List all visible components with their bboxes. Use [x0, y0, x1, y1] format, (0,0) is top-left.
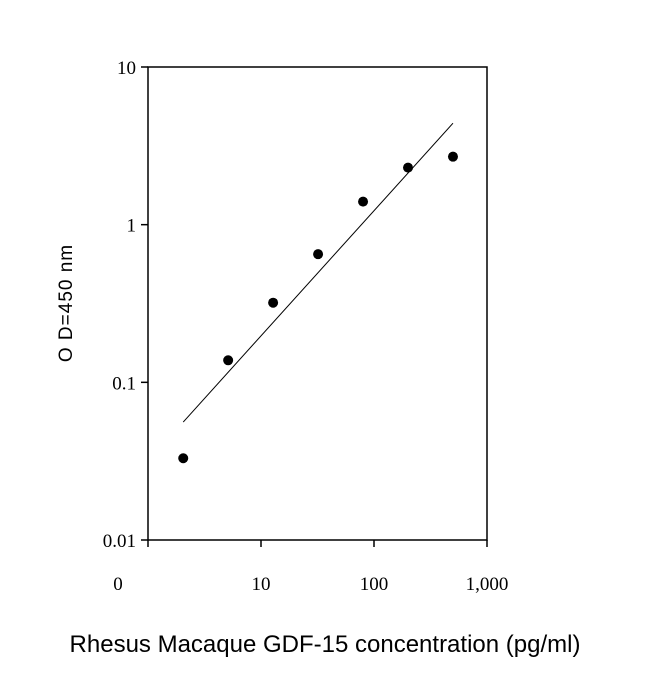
y-tick-label: 0.01	[103, 531, 136, 552]
x-tick-label: 100	[360, 574, 389, 595]
data-point	[313, 249, 324, 260]
x-tick-label: 1,000	[466, 574, 509, 595]
data-point	[358, 196, 369, 207]
data-point	[223, 355, 234, 366]
y-tick-label: 1	[127, 216, 137, 237]
data-point	[268, 297, 279, 308]
x-tick-label: 0	[113, 574, 123, 595]
data-point	[403, 162, 414, 173]
y-tick-label: 10	[117, 58, 136, 79]
x-axis-label: Rhesus Macaque GDF-15 concentration (pg/…	[70, 631, 581, 658]
y-tick-label: 0.1	[112, 373, 136, 394]
data-point	[447, 151, 458, 162]
x-tick-label: 10	[252, 574, 271, 595]
data-point	[178, 453, 189, 464]
fit-line	[182, 122, 454, 423]
y-axis-label: O D=450 nm	[56, 244, 77, 362]
plot-frame	[147, 66, 488, 541]
